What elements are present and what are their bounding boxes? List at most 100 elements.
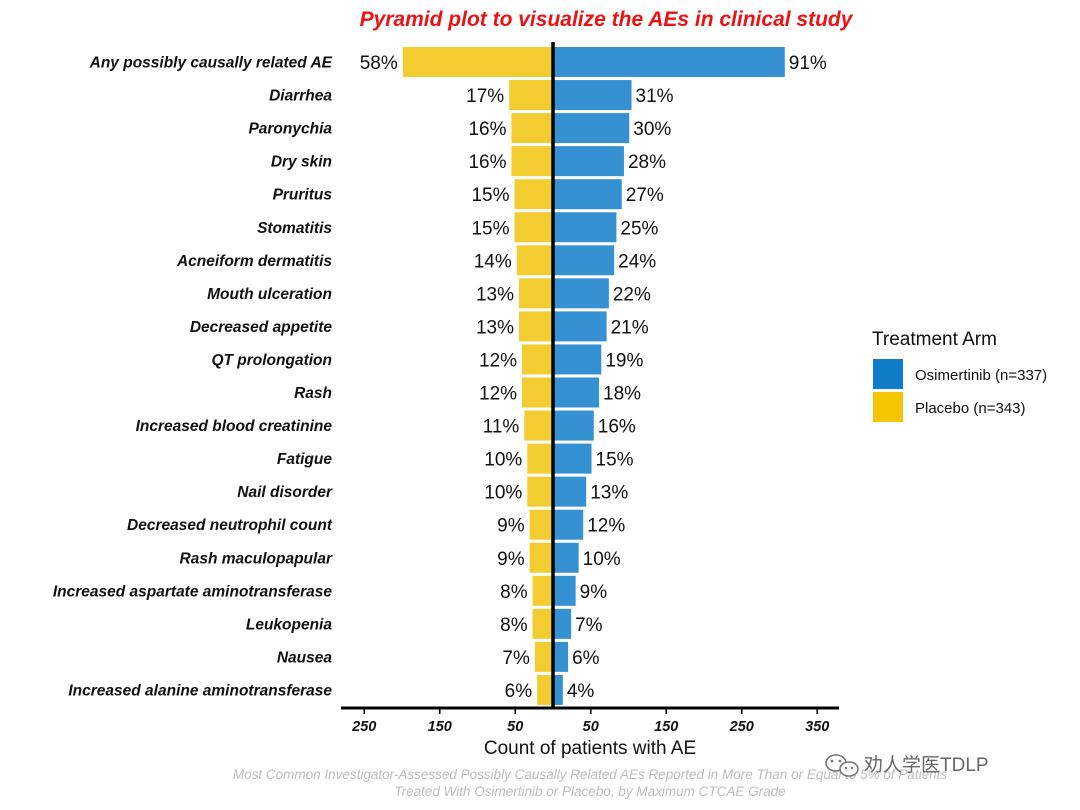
category-label-9: QT prolongation (211, 352, 332, 369)
bar-osimertinib-5 (553, 212, 617, 243)
category-label-15: Rash maculopapular (180, 550, 333, 567)
bar-osimertinib-14 (553, 509, 584, 540)
osimertinib-pct-label-5: 25% (620, 218, 658, 239)
category-label-6: Acneiform dermatitis (176, 253, 332, 270)
category-label-13: Nail disorder (237, 484, 333, 501)
category-label-10: Rash (294, 385, 332, 402)
legend-label-placebo: Placebo (n=343) (915, 400, 1026, 417)
bar-osimertinib-10 (553, 377, 600, 408)
osimertinib-pct-label-13: 13% (590, 483, 628, 504)
bar-placebo-17 (532, 608, 553, 639)
bar-placebo-15 (529, 542, 553, 573)
footnote-line-1: Most Common Investigator-Assessed Possib… (233, 767, 948, 782)
x-tick-label-0: 250 (351, 719, 376, 735)
chart-title: Pyramid plot to visualize the AEs in cli… (360, 8, 854, 31)
placebo-pct-label-19: 6% (505, 681, 533, 702)
bar-osimertinib-13 (553, 476, 587, 507)
legend: Treatment Arm Osimertinib (n=337) Placeb… (872, 329, 1047, 422)
placebo-pct-label-3: 16% (468, 152, 506, 173)
bar-osimertinib-17 (553, 608, 572, 639)
bar-placebo-18 (534, 641, 553, 672)
osimertinib-pct-label-6: 24% (618, 251, 656, 272)
category-label-18: Nausea (277, 649, 333, 666)
bar-placebo-6 (516, 245, 553, 276)
bar-osimertinib-0 (553, 47, 785, 77)
bar-placebo-12 (527, 443, 553, 474)
placebo-pct-label-7: 13% (476, 284, 514, 305)
placebo-pct-label-1: 17% (466, 86, 504, 107)
bar-placebo-0 (402, 47, 553, 77)
bar-osimertinib-3 (553, 146, 624, 177)
bar-osimertinib-12 (553, 443, 592, 474)
category-label-14: Decreased neutrophil count (127, 517, 333, 534)
bar-osimertinib-18 (553, 641, 569, 672)
osimertinib-pct-label-10: 18% (603, 384, 641, 405)
placebo-pct-label-0: 58% (360, 53, 398, 74)
osimertinib-pct-label-14: 12% (587, 516, 625, 537)
legend-title: Treatment Arm (872, 329, 997, 350)
bar-placebo-16 (532, 575, 553, 606)
category-label-5: Stomatitis (257, 220, 332, 237)
placebo-pct-label-17: 8% (500, 615, 528, 636)
category-label-19: Increased alanine aminotransferase (68, 682, 332, 699)
category-label-2: Paronychia (248, 121, 332, 138)
bar-placebo-10 (522, 377, 553, 408)
osimertinib-pct-label-2: 30% (633, 119, 671, 140)
percent-labels: 58% 91% 17% 31% 16% 30% 16% 28% 15% 27% 15% 25% 14% 2… (360, 53, 827, 702)
bar-osimertinib-1 (553, 80, 632, 111)
category-label-17: Leukopenia (246, 616, 333, 633)
category-label-0: Any possibly causally related AE (89, 55, 333, 72)
placebo-pct-label-13: 10% (484, 483, 522, 504)
bar-placebo-2 (511, 113, 553, 144)
x-tick-label-3: 50 (583, 719, 599, 735)
osimertinib-pct-label-1: 31% (636, 86, 674, 107)
legend-swatch-osimertinib (873, 359, 903, 389)
x-tick-label-5: 250 (729, 719, 754, 735)
x-tick-label-4: 150 (654, 719, 678, 735)
bar-placebo-8 (519, 311, 553, 342)
osimertinib-pct-label-18: 6% (572, 648, 600, 669)
bar-osimertinib-2 (553, 113, 630, 144)
category-label-12: Fatigue (277, 451, 332, 468)
placebo-pct-label-18: 7% (502, 648, 530, 669)
bar-placebo-7 (519, 278, 553, 309)
placebo-pct-label-16: 8% (500, 582, 528, 603)
bar-placebo-19 (537, 674, 553, 705)
osimertinib-pct-label-3: 28% (628, 152, 666, 173)
bar-placebo-11 (524, 410, 553, 441)
category-label-3: Dry skin (271, 154, 332, 171)
bar-osimertinib-8 (553, 311, 607, 342)
x-axis-label: Count of patients with AE (484, 738, 696, 759)
x-tick-label-1: 150 (428, 719, 452, 735)
placebo-pct-label-12: 10% (484, 450, 522, 471)
placebo-pct-label-10: 12% (479, 384, 517, 405)
bar-placebo-5 (514, 212, 553, 243)
category-label-1: Diarrhea (269, 88, 332, 105)
osimertinib-pct-label-19: 4% (567, 681, 595, 702)
bar-osimertinib-15 (553, 542, 579, 573)
bar-osimertinib-19 (553, 674, 563, 705)
placebo-pct-label-6: 14% (474, 251, 512, 272)
placebo-pct-label-14: 9% (497, 516, 525, 537)
bar-placebo-1 (509, 80, 553, 111)
osimertinib-pct-label-12: 15% (596, 450, 634, 471)
category-label-4: Pruritus (273, 187, 333, 204)
osimertinib-pct-label-16: 9% (580, 582, 608, 603)
osimertinib-pct-label-7: 22% (613, 284, 651, 305)
legend-swatch-placebo (873, 392, 903, 422)
bar-placebo-9 (522, 344, 553, 375)
placebo-pct-label-2: 16% (468, 119, 506, 140)
bar-osimertinib-4 (553, 179, 622, 210)
x-tick-label-2: 50 (507, 719, 523, 735)
placebo-pct-label-8: 13% (476, 317, 514, 338)
category-label-11: Increased blood creatinine (136, 418, 333, 435)
bar-placebo-14 (529, 509, 553, 540)
osimertinib-pct-label-0: 91% (789, 53, 827, 74)
wechat-icon (825, 754, 859, 777)
osimertinib-pct-label-9: 19% (605, 350, 643, 371)
category-label-16: Increased aspartate aminotransferase (53, 583, 333, 600)
bar-osimertinib-7 (553, 278, 609, 309)
bar-placebo-4 (514, 179, 553, 210)
osimertinib-pct-label-15: 10% (583, 549, 621, 570)
